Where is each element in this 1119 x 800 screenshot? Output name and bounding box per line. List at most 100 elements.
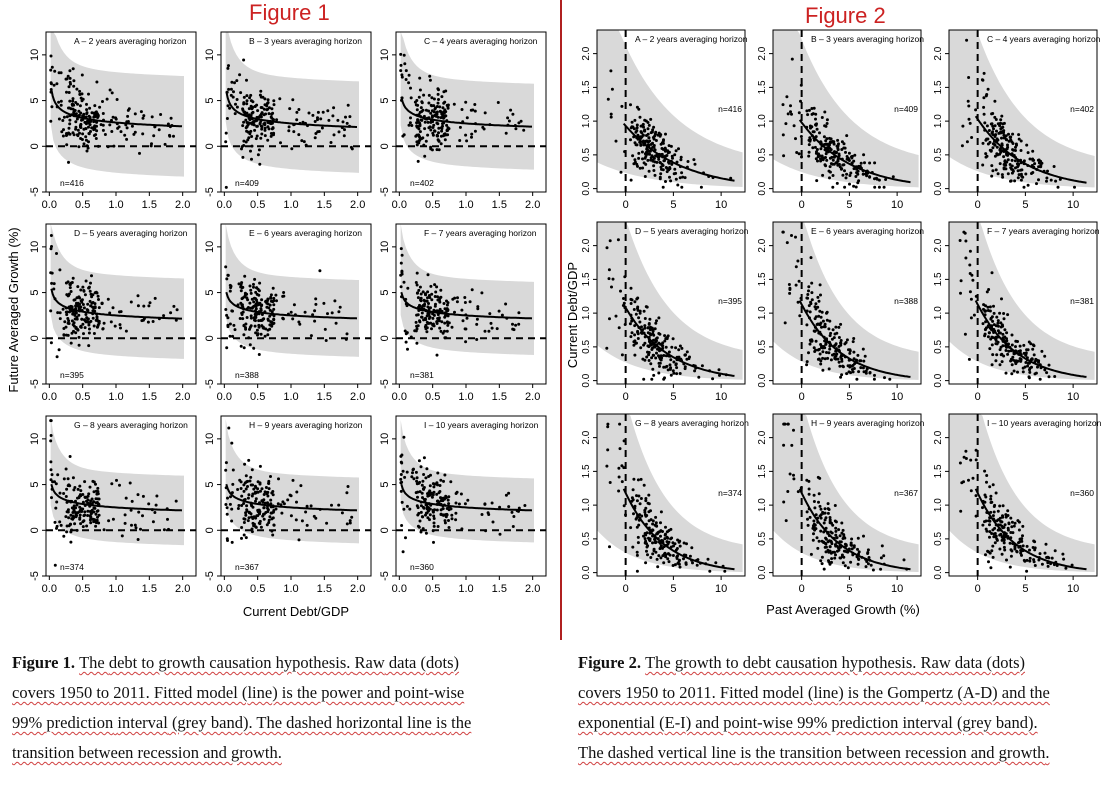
data-point	[400, 253, 404, 257]
data-point	[260, 303, 264, 307]
data-point	[972, 313, 976, 317]
data-point	[246, 479, 250, 483]
data-point	[416, 296, 420, 300]
x-tick-label: 0.0	[392, 391, 407, 403]
data-point	[807, 487, 811, 491]
data-point	[785, 95, 789, 99]
data-point	[123, 521, 127, 525]
data-point	[224, 503, 228, 506]
data-point	[314, 516, 318, 520]
data-point	[829, 358, 833, 362]
data-point	[675, 366, 679, 370]
data-point	[622, 504, 626, 508]
data-point	[1011, 355, 1015, 359]
data-point	[628, 322, 632, 326]
y-tick-label: 0.0	[933, 373, 944, 387]
data-point	[102, 321, 106, 325]
x-tick-label: 1.0	[108, 199, 123, 211]
data-point	[1002, 354, 1006, 358]
figure-2-x-axis-label: Past Averaged Growth (%)	[766, 602, 920, 617]
data-point	[229, 286, 233, 290]
data-point	[87, 132, 91, 136]
data-point	[618, 447, 622, 451]
data-point	[96, 144, 100, 148]
data-point	[463, 502, 467, 506]
y-tick-label: -5	[379, 571, 391, 581]
data-point	[464, 133, 468, 137]
data-point	[659, 521, 662, 525]
data-point	[988, 519, 992, 523]
data-point	[153, 296, 157, 300]
data-point	[489, 321, 493, 325]
data-point	[991, 146, 995, 150]
data-point	[1006, 145, 1010, 149]
data-point	[68, 286, 72, 290]
x-tick-label: 0.5	[425, 199, 440, 211]
data-point	[72, 79, 76, 83]
data-point	[130, 124, 134, 128]
data-point	[821, 356, 825, 360]
data-point	[823, 511, 827, 515]
data-point	[324, 339, 328, 342]
data-point	[443, 519, 447, 523]
x-tick-label: 2.0	[175, 583, 190, 595]
data-point	[969, 458, 973, 462]
caption-text: the	[451, 713, 472, 732]
data-point	[996, 321, 1000, 325]
data-point	[257, 353, 261, 356]
data-point	[247, 113, 251, 117]
data-point	[245, 508, 249, 512]
data-point	[991, 483, 995, 487]
data-point	[313, 136, 317, 140]
y-tick-label: -5	[204, 571, 216, 581]
data-point	[247, 107, 251, 111]
data-point	[636, 296, 640, 300]
data-point	[827, 351, 831, 355]
data-point	[960, 481, 964, 485]
data-point	[292, 130, 296, 134]
data-point	[841, 561, 845, 565]
data-point	[517, 506, 521, 510]
figure-2-y-axis-label: Current Debt/GDP	[565, 262, 580, 368]
data-point	[1006, 514, 1010, 517]
caption-lead: Figure 2.	[578, 653, 646, 672]
data-point	[729, 176, 733, 180]
data-point	[843, 536, 847, 540]
data-point	[816, 295, 820, 299]
data-point	[824, 164, 828, 168]
data-point	[133, 112, 137, 116]
data-point	[51, 480, 55, 484]
data-point	[96, 509, 100, 513]
data-point	[995, 129, 998, 133]
data-point	[1073, 185, 1076, 189]
data-point	[480, 513, 484, 516]
data-point	[809, 552, 813, 556]
data-point	[80, 317, 84, 321]
data-point	[838, 534, 842, 538]
data-point	[500, 313, 504, 317]
data-point	[88, 510, 92, 513]
data-point	[782, 443, 786, 447]
data-point	[447, 495, 451, 499]
data-point	[435, 320, 439, 324]
data-point	[1006, 352, 1010, 356]
data-point	[428, 518, 431, 522]
data-point	[660, 162, 664, 166]
data-point	[985, 137, 989, 141]
data-point	[671, 564, 675, 567]
data-point	[83, 293, 87, 297]
data-point	[230, 540, 234, 544]
data-point	[1006, 509, 1010, 513]
data-point	[833, 504, 837, 507]
data-point	[812, 523, 816, 527]
data-point	[984, 495, 988, 499]
data-point	[659, 342, 662, 346]
data-point	[419, 106, 423, 110]
data-point	[1004, 134, 1008, 138]
data-point	[99, 123, 103, 127]
data-point	[832, 142, 836, 146]
data-point	[341, 120, 345, 124]
data-point	[230, 519, 234, 523]
data-point	[112, 144, 116, 148]
y-tick-label: 10	[29, 433, 41, 445]
